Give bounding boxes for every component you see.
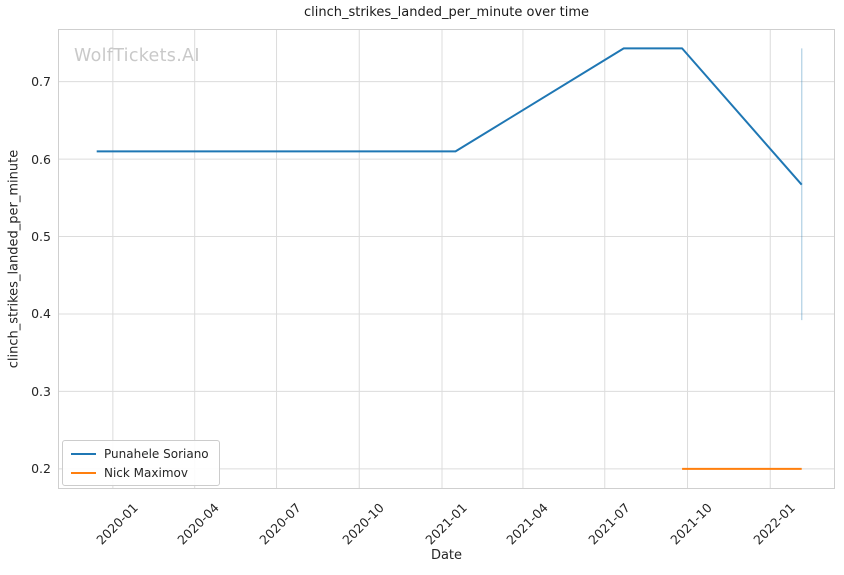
y-tick-label: 0.6: [31, 151, 51, 167]
plot-area: [58, 29, 835, 489]
x-tick-label: 2021-04: [503, 500, 551, 548]
plot-border: [58, 29, 835, 489]
watermark: WolfTickets.AI: [74, 46, 200, 66]
y-tick-label: 0.3: [31, 383, 51, 399]
legend-line-swatch-icon: [71, 471, 96, 474]
legend-line-swatch-icon: [71, 452, 96, 455]
x-tick-label: 2020-04: [174, 500, 223, 548]
x-tick-label: 2021-10: [667, 500, 716, 548]
y-tick-label: 0.4: [31, 306, 51, 322]
x-tick-label: 2021-07: [584, 500, 633, 548]
series-line-0: [96, 47, 803, 186]
legend-item: Nick Maximov: [71, 463, 209, 482]
x-axis-label: Date: [430, 548, 463, 563]
x-tick-label: 2020-07: [256, 500, 305, 548]
legend-label: Punahele Soriano: [104, 446, 209, 461]
chart-title: clinch_strikes_landed_per_minute over ti…: [303, 5, 590, 20]
x-tick-label: 2022-01: [750, 500, 798, 548]
x-tick-label: 2020-10: [339, 500, 387, 548]
y-axis-label: clinch_strikes_landed_per_minute: [6, 149, 22, 369]
y-tick-label: 0.2: [31, 461, 51, 477]
x-tick-label: 2020-01: [92, 500, 141, 548]
y-tick-label: 0.7: [31, 74, 51, 90]
x-tick-label: 2021-01: [422, 500, 470, 548]
legend: Punahele Soriano Nick Maximov: [62, 440, 220, 486]
y-tick-label: 0.5: [31, 229, 51, 245]
legend-item: Punahele Soriano: [71, 444, 209, 463]
legend-label: Nick Maximov: [104, 465, 188, 480]
